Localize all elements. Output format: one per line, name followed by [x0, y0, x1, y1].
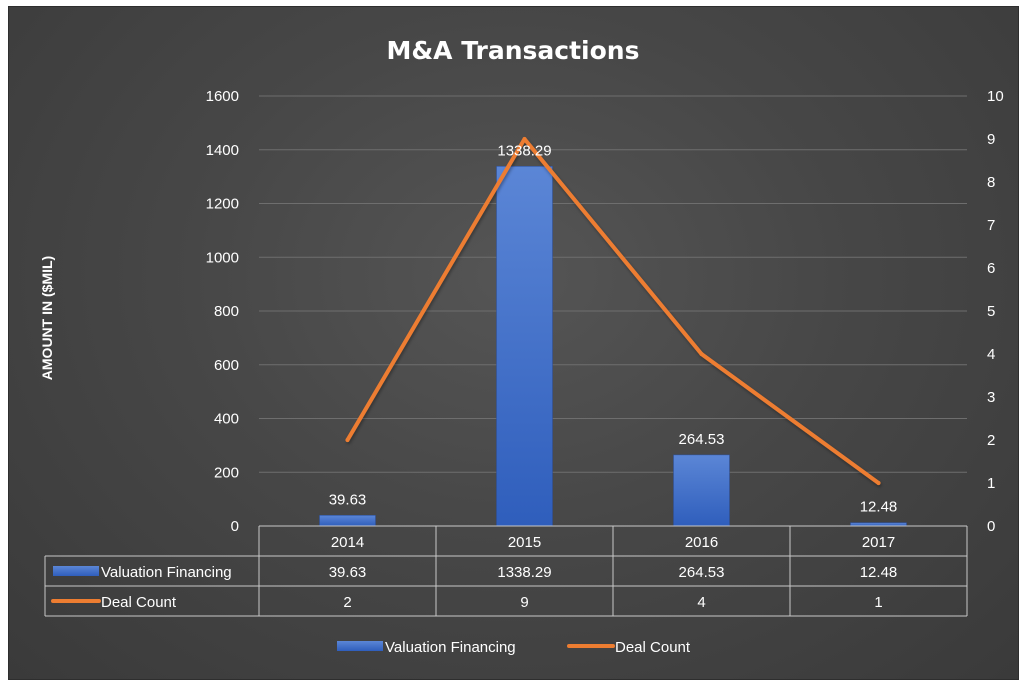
- bar-valuation-financing: [496, 166, 553, 527]
- table-row-header: Valuation Financing: [101, 564, 232, 581]
- y-tick-label: 0: [231, 518, 239, 535]
- line-point-deal-count: [345, 438, 350, 442]
- line-point-deal-count: [699, 352, 704, 356]
- line-point-deal-count: [876, 481, 881, 485]
- y2-tick-label: 5: [987, 303, 995, 320]
- y2-tick-label: 4: [987, 346, 995, 363]
- y-tick-label: 1600: [206, 88, 239, 105]
- chart-svg: M&A Transactions AMOUNT IN ($MIL) 020040…: [39, 36, 1004, 656]
- line-point-deal-count: [522, 137, 527, 141]
- y-axis-title: AMOUNT IN ($MIL): [39, 256, 55, 380]
- y-tick-label: 1400: [206, 142, 239, 159]
- y-tick-label: 800: [214, 303, 239, 320]
- table-category-cell: 2017: [862, 534, 895, 551]
- table-category-cell: 2014: [331, 534, 364, 551]
- bar-valuation-financing: [850, 522, 907, 527]
- y2-tick-label: 0: [987, 518, 995, 535]
- legend-label: Deal Count: [615, 639, 691, 656]
- y-tick-label: 1200: [206, 196, 239, 213]
- grid-layer: [259, 95, 967, 473]
- table-key-bar: [53, 566, 99, 576]
- bar-valuation-financing: [319, 515, 376, 527]
- table-value-cell: 1338.29: [497, 564, 551, 581]
- y2-tick-label: 7: [987, 217, 995, 234]
- legend: Valuation Financing Deal Count: [337, 639, 691, 656]
- axis-layer: 0 200 400 600 800 1000 1200 1400 1600 0 1 2 3 4 5 6 7 8 9 1…: [206, 88, 1004, 535]
- y2-tick-label: 3: [987, 389, 995, 406]
- table-value-cell: 2: [343, 594, 351, 611]
- line-layer: [345, 137, 881, 485]
- table-row-header: Deal Count: [101, 594, 177, 611]
- table-category-cell: 2015: [508, 534, 541, 551]
- y2-tick-label: 1: [987, 475, 995, 492]
- y-tick-label: 600: [214, 357, 239, 374]
- table-value-cell: 39.63: [329, 564, 367, 581]
- y2-tick-label: 6: [987, 260, 995, 277]
- table-category-cell: 2016: [685, 534, 718, 551]
- data-table: 2014 39.63 2 2015 1338.29 9 2016 264.53 4 2017 12.…: [44, 525, 968, 617]
- y-tick-label: 200: [214, 464, 239, 481]
- y2-tick-label: 8: [987, 174, 995, 191]
- bar-data-label: 1338.29: [497, 142, 551, 159]
- y2-tick-label: 9: [987, 131, 995, 148]
- y-tick-label: 1000: [206, 249, 239, 266]
- bar-layer: [319, 166, 907, 527]
- table-value-cell: 9: [520, 594, 528, 611]
- bar-data-label: 12.48: [860, 499, 898, 516]
- label-layer: 39.63 1338.29 264.53 12.48: [329, 142, 898, 515]
- line-deal-count: [345, 137, 881, 485]
- table-value-cell: 4: [697, 594, 705, 611]
- bar-data-label: 264.53: [679, 431, 725, 448]
- chart-title: M&A Transactions: [387, 36, 640, 65]
- table-value-cell: 264.53: [679, 564, 725, 581]
- table-value-cell: 12.48: [860, 564, 898, 581]
- y2-tick-label: 2: [987, 432, 995, 449]
- table-value-cell: 1: [874, 594, 882, 611]
- bar-valuation-financing: [673, 454, 730, 527]
- bar-data-label: 39.63: [329, 491, 367, 508]
- legend-swatch-valuation-financing: [337, 641, 383, 651]
- y2-tick-label: 10: [987, 88, 1004, 105]
- chart-area: M&A Transactions AMOUNT IN ($MIL) 0 200 40…: [8, 6, 1019, 680]
- y-tick-label: 400: [214, 411, 239, 428]
- legend-label: Valuation Financing: [385, 639, 516, 656]
